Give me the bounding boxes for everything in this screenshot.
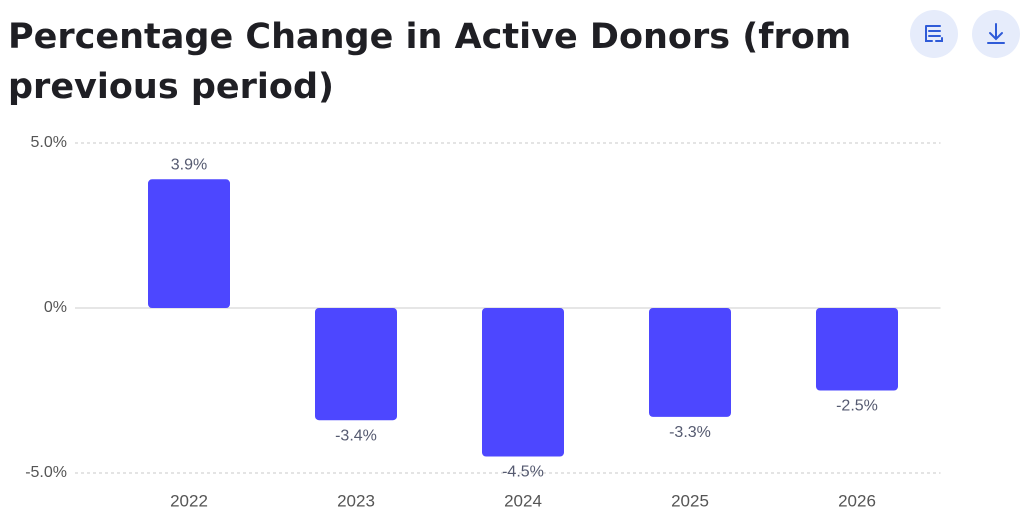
bar <box>816 308 898 391</box>
x-tick-label: 2022 <box>170 491 208 510</box>
bar <box>148 179 230 308</box>
x-tick-label: 2023 <box>337 491 375 510</box>
x-tick-label: 2025 <box>671 491 709 510</box>
value-label: -3.3% <box>669 424 711 441</box>
y-tick-label: -5.0% <box>25 464 67 481</box>
value-label: -4.5% <box>502 464 544 481</box>
bar <box>649 308 731 417</box>
bar <box>482 308 564 457</box>
value-label: -2.5% <box>836 398 878 415</box>
value-label: 3.9% <box>171 157 207 174</box>
download-icon <box>987 23 1005 44</box>
x-tick-label: 2024 <box>504 491 542 510</box>
download-button[interactable] <box>972 10 1020 58</box>
y-tick-label: 5.0% <box>31 134 67 151</box>
table-icon <box>925 25 943 42</box>
value-label: -3.4% <box>335 427 377 444</box>
table-view-button[interactable] <box>910 10 958 58</box>
y-tick-label: 0% <box>44 299 67 316</box>
chart-title: Percentage Change in Active Donors (from… <box>8 17 852 107</box>
bar <box>315 308 397 421</box>
x-tick-label: 2026 <box>838 491 876 510</box>
